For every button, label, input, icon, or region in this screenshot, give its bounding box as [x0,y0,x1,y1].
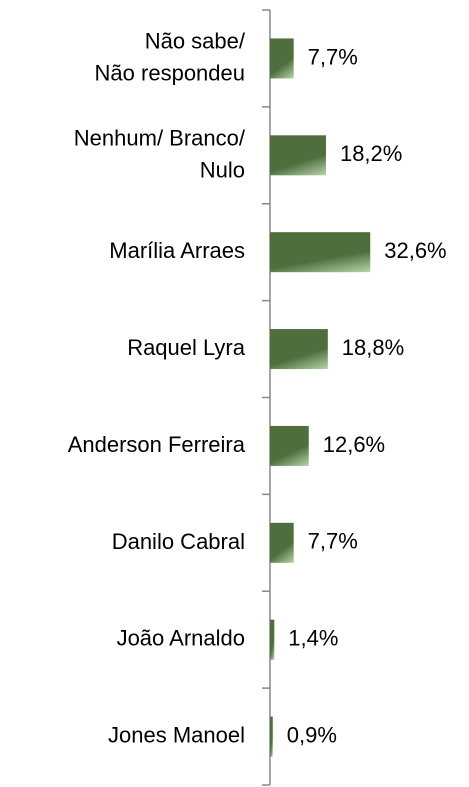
value-label: 18,8% [342,335,404,360]
category-label-line: Marília Arraes [109,238,245,263]
bar [270,135,326,176]
bar [270,619,275,660]
category-label-line: Anderson Ferreira [68,432,246,457]
bar [270,522,294,563]
bar [270,425,309,466]
value-label: 12,6% [323,432,385,457]
bar [270,716,273,757]
category-label-line: Não respondeu [95,60,245,85]
category-label: Não sabe/Não respondeu [95,28,246,85]
category-label-line: Jones Manoel [108,722,245,747]
value-label: 7,7% [308,529,358,554]
category-label: Marília Arraes [109,238,245,263]
category-label-line: Nulo [200,157,245,182]
bar [270,232,371,273]
category-label-line: Não sabe/ [145,28,246,53]
value-label: 0,9% [287,722,337,747]
category-label-line: Danilo Cabral [112,529,245,554]
category-label: Jones Manoel [108,722,245,747]
bar [270,329,328,370]
category-label-line: Raquel Lyra [127,335,246,360]
category-label: Danilo Cabral [112,529,245,554]
category-label-line: Nenhum/ Branco/ [74,125,246,150]
category-label: Anderson Ferreira [68,432,246,457]
category-label: Nenhum/ Branco/Nulo [74,125,246,182]
value-label: 18,2% [340,141,402,166]
value-label: 7,7% [308,44,358,69]
bar [270,38,294,79]
value-label: 32,6% [384,238,446,263]
category-label-line: João Arnaldo [117,626,245,651]
value-label: 1,4% [288,626,338,651]
category-label: João Arnaldo [117,626,245,651]
category-label: Raquel Lyra [127,335,246,360]
